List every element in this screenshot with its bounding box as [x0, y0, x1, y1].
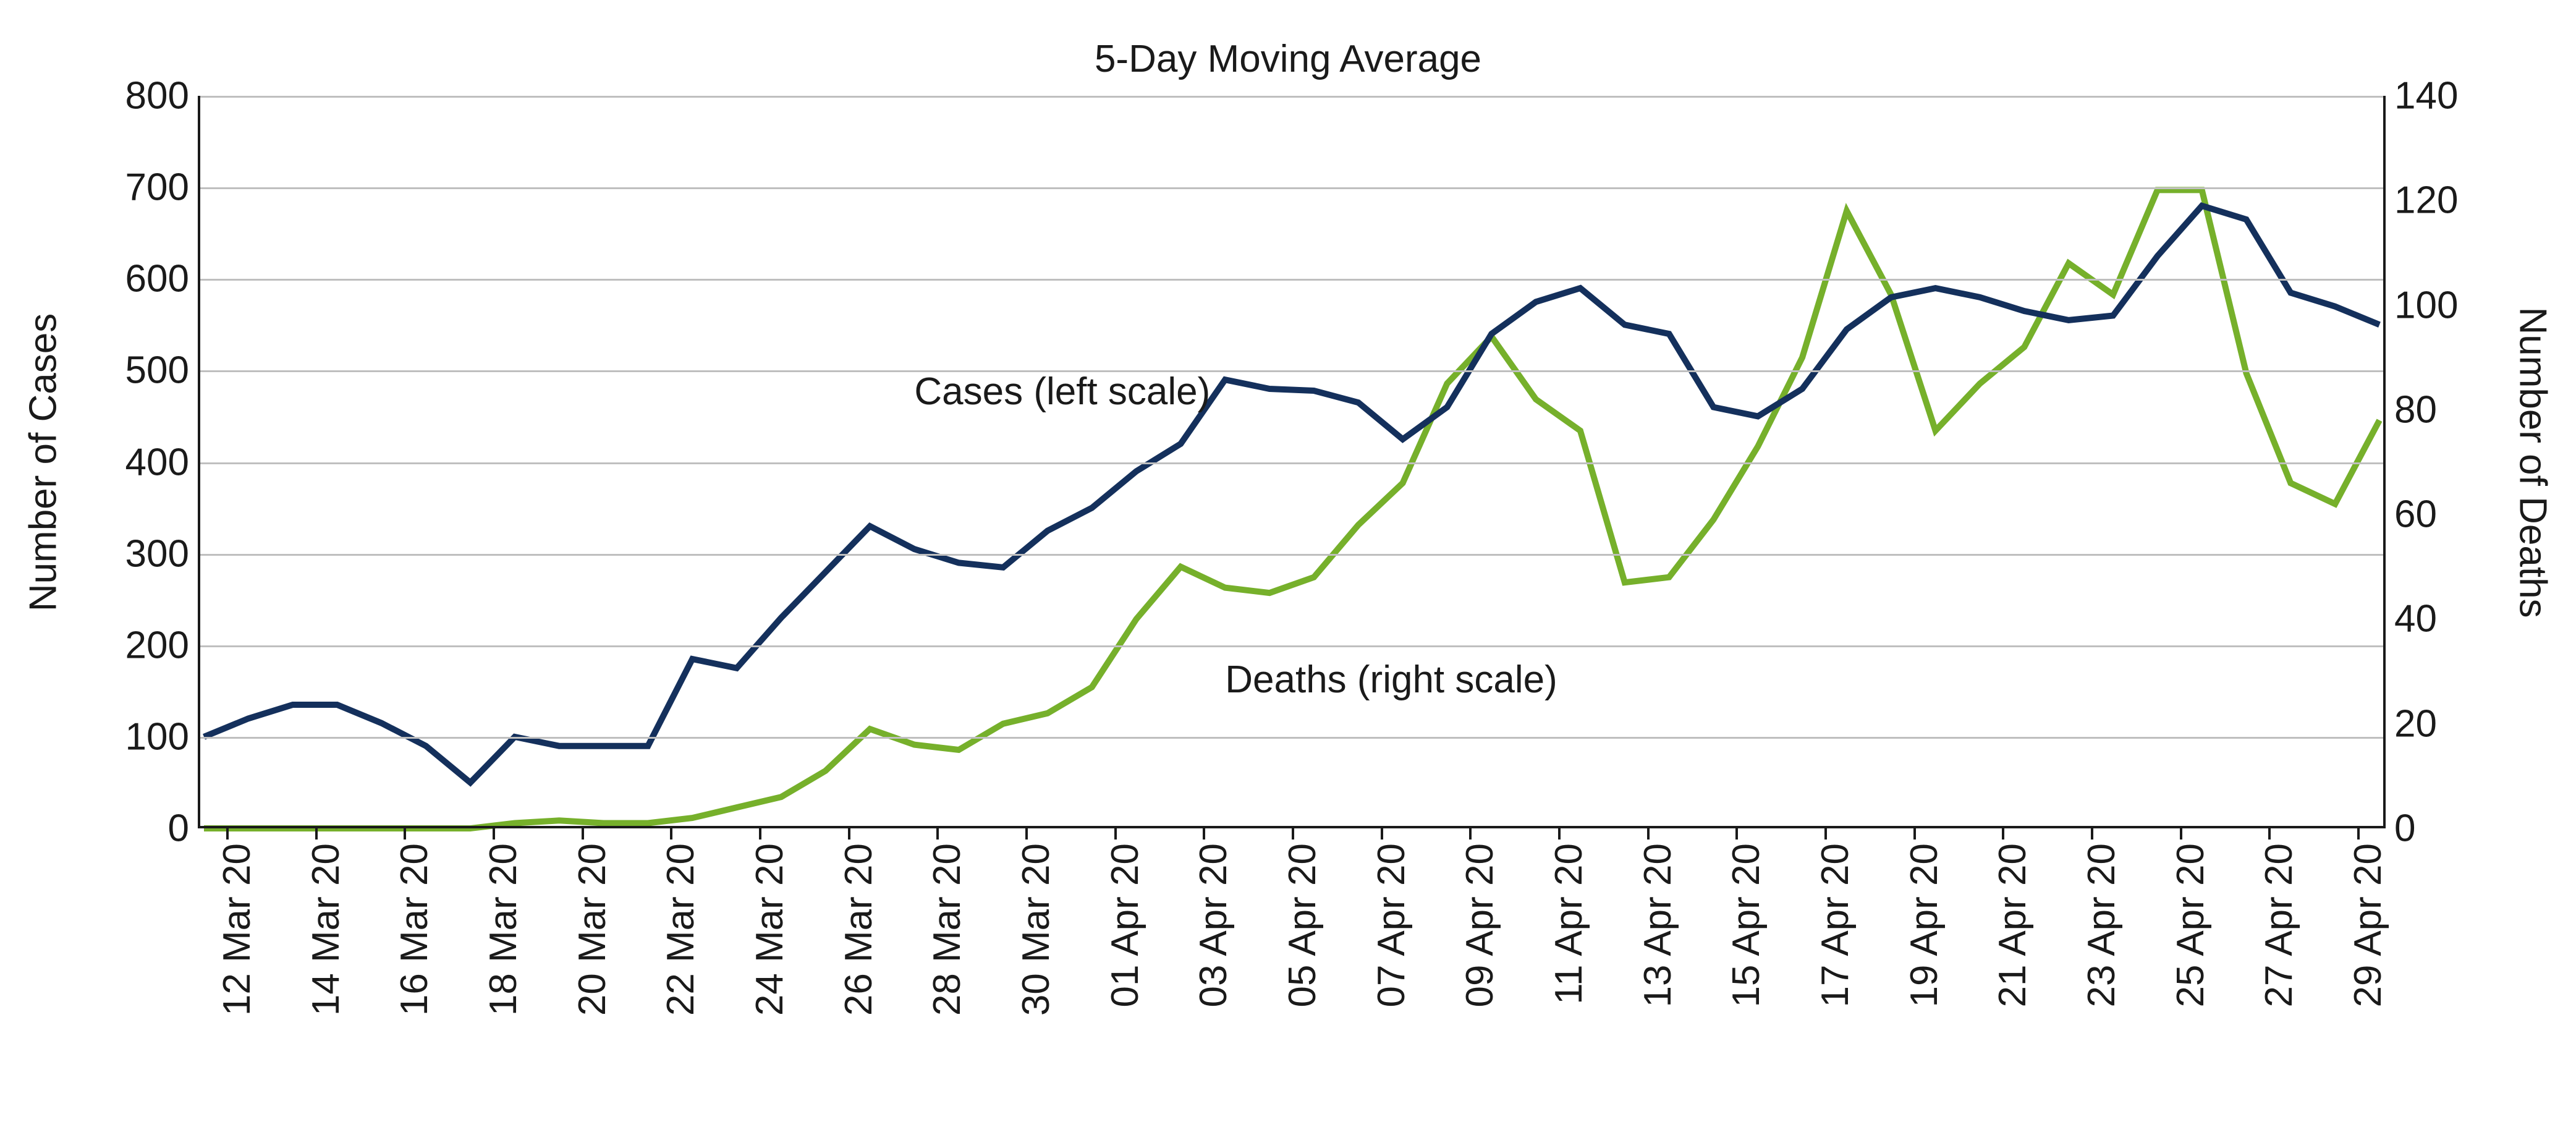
x-tick-mark: [1913, 828, 1916, 840]
x-tick-label: 29 Apr 20: [2346, 828, 2390, 1007]
x-tick-mark: [315, 828, 318, 840]
x-tick-label: 14 Mar 20: [304, 828, 348, 1016]
x-tick-mark: [1558, 828, 1561, 840]
cases-series-label: Cases (left scale): [914, 370, 1210, 414]
chart-container: 5-Day Moving Average Number of Cases Num…: [0, 0, 2576, 1135]
x-tick-label: 26 Mar 20: [837, 828, 881, 1016]
y-right-axis-label: Number of Deaths: [2511, 307, 2555, 618]
gridline: [198, 645, 2386, 647]
y-left-tick-label: 300: [125, 532, 198, 576]
y-left-axis-label: Number of Cases: [22, 313, 66, 611]
y-right-tick-label: 60: [2386, 493, 2437, 537]
x-tick-label: 21 Apr 20: [1991, 828, 2035, 1007]
x-tick-mark: [848, 828, 850, 840]
gridline: [198, 370, 2386, 372]
gridline: [198, 462, 2386, 464]
y-right-tick-label: 80: [2386, 388, 2437, 431]
x-tick-label: 19 Apr 20: [1902, 828, 1946, 1007]
x-tick-label: 03 Apr 20: [1192, 828, 1235, 1007]
gridline: [198, 279, 2386, 281]
x-tick-mark: [1647, 828, 1650, 840]
y-left-tick-label: 600: [125, 257, 198, 301]
x-tick-label: 18 Mar 20: [481, 828, 525, 1016]
gridline: [198, 737, 2386, 739]
y-left-tick-label: 0: [168, 807, 198, 851]
x-tick-label: 22 Mar 20: [659, 828, 703, 1016]
deaths-line: [204, 190, 2379, 828]
y-right-tick-label: 0: [2386, 807, 2415, 851]
x-tick-mark: [670, 828, 672, 840]
x-tick-mark: [1203, 828, 1205, 840]
x-tick-mark: [2357, 828, 2360, 840]
x-tick-mark: [2180, 828, 2182, 840]
axis-line: [2383, 96, 2386, 828]
y-right-tick-label: 140: [2386, 74, 2458, 118]
x-tick-label: 16 Mar 20: [392, 828, 436, 1016]
axis-line: [198, 826, 2386, 828]
x-tick-mark: [1114, 828, 1117, 840]
axis-line: [198, 96, 200, 828]
x-tick-mark: [1292, 828, 1294, 840]
x-tick-mark: [582, 828, 584, 840]
x-tick-mark: [1381, 828, 1383, 840]
x-tick-label: 28 Mar 20: [925, 828, 969, 1016]
x-tick-label: 20 Mar 20: [570, 828, 614, 1016]
y-left-tick-label: 800: [125, 74, 198, 118]
x-tick-label: 24 Mar 20: [748, 828, 792, 1016]
x-tick-mark: [759, 828, 761, 840]
x-tick-label: 01 Apr 20: [1103, 828, 1147, 1007]
plot-area: Cases (left scale) Deaths (right scale) …: [198, 96, 2386, 828]
x-tick-mark: [1735, 828, 1738, 840]
x-tick-label: 09 Apr 20: [1458, 828, 1502, 1007]
deaths-series-label: Deaths (right scale): [1225, 658, 1557, 702]
gridline: [198, 96, 2386, 98]
x-tick-mark: [493, 828, 495, 840]
x-tick-label: 11 Apr 20: [1547, 828, 1591, 1005]
x-tick-label: 25 Apr 20: [2169, 828, 2213, 1007]
x-tick-label: 15 Apr 20: [1724, 828, 1768, 1007]
x-tick-label: 23 Apr 20: [2080, 828, 2124, 1007]
x-tick-mark: [404, 828, 406, 840]
y-left-tick-label: 500: [125, 349, 198, 393]
x-tick-mark: [1469, 828, 1472, 840]
x-tick-label: 13 Apr 20: [1636, 828, 1680, 1007]
x-tick-mark: [936, 828, 939, 840]
x-tick-label: 12 Mar 20: [215, 828, 259, 1016]
y-right-tick-label: 40: [2386, 597, 2437, 641]
x-tick-label: 27 Apr 20: [2257, 828, 2301, 1007]
y-right-tick-label: 120: [2386, 179, 2458, 223]
x-tick-label: 17 Apr 20: [1813, 828, 1857, 1007]
gridline: [198, 554, 2386, 556]
y-left-tick-label: 200: [125, 623, 198, 667]
y-left-tick-label: 400: [125, 440, 198, 484]
y-left-tick-label: 700: [125, 166, 198, 210]
x-tick-label: 30 Mar 20: [1014, 828, 1058, 1016]
y-left-tick-label: 100: [125, 715, 198, 759]
x-tick-mark: [2091, 828, 2093, 840]
x-tick-mark: [1025, 828, 1028, 840]
x-tick-mark: [1824, 828, 1827, 840]
x-tick-mark: [226, 828, 229, 840]
y-right-tick-label: 100: [2386, 283, 2458, 327]
y-right-tick-label: 20: [2386, 702, 2437, 746]
x-tick-mark: [2002, 828, 2004, 840]
x-tick-label: 07 Apr 20: [1370, 828, 1413, 1007]
x-tick-label: 05 Apr 20: [1281, 828, 1324, 1007]
gridline: [198, 187, 2386, 189]
x-tick-mark: [2268, 828, 2271, 840]
chart-title: 5-Day Moving Average: [1095, 37, 1481, 81]
